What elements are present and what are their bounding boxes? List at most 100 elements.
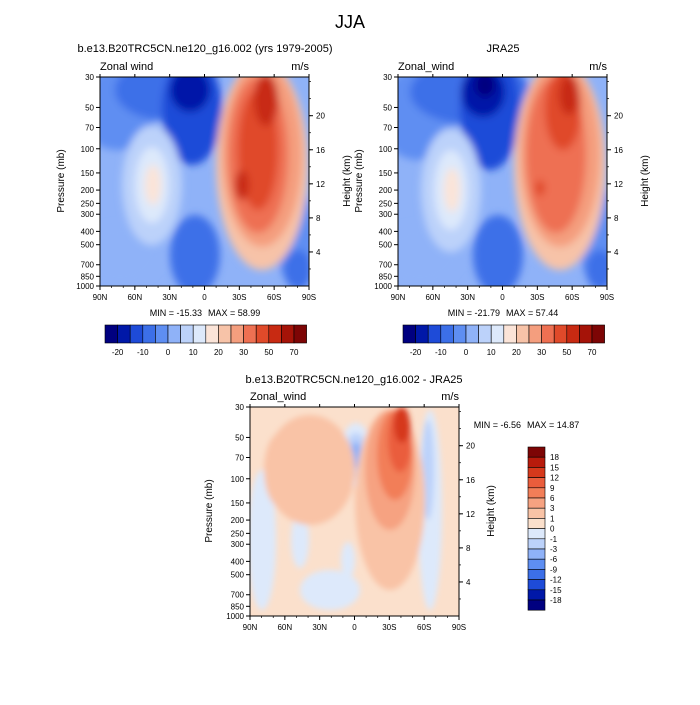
colorbar-label: -9 <box>550 565 558 574</box>
y-tick-label: 250 <box>379 199 393 208</box>
colorbar-swatch <box>293 324 307 344</box>
colorbar-label: -15 <box>550 586 562 595</box>
y2-tick-label: 20 <box>614 112 623 121</box>
x-tick-label: 30N <box>312 623 327 632</box>
colorbar-swatch <box>528 324 542 344</box>
colorbar-swatch <box>503 324 517 344</box>
colorbar-swatch <box>527 589 546 601</box>
x-tick-label: 90N <box>93 293 108 302</box>
colorbar-swatch <box>129 324 144 344</box>
colorbar-label: 1 <box>550 514 555 523</box>
panel-diff-min: MIN = -6.56 <box>474 420 521 430</box>
colorbar-swatch <box>527 548 546 560</box>
colorbar-label: -10 <box>435 348 447 357</box>
y-tick-label: 500 <box>231 571 245 580</box>
panel-diff-contour-field <box>250 407 459 616</box>
x-tick-label: 90N <box>243 623 258 632</box>
colorbar-label: 30 <box>537 348 546 357</box>
x-tick-label: 0 <box>500 293 505 302</box>
colorbar-swatch <box>566 324 580 344</box>
axes-obs: 90N 60N 30N 0 30S 60S 90S 30 50 70 100 150 200 250 300… <box>374 73 623 302</box>
colorbar-swatch <box>527 538 546 550</box>
colorbar-swatch <box>527 456 546 468</box>
x-tick-label: 30S <box>232 293 246 302</box>
colorbar-swatch <box>218 324 232 344</box>
x-tick-label: 30N <box>460 293 475 302</box>
colorbar-swatch <box>117 324 131 344</box>
x-tick-label: 0 <box>202 293 207 302</box>
colorbar-swatch <box>527 599 546 611</box>
y-tick-label: 150 <box>231 499 245 508</box>
y-tick-label: 850 <box>379 272 393 281</box>
panel-diff-max: MAX = 14.87 <box>527 420 579 430</box>
y2-tick-label: 8 <box>316 214 321 223</box>
colorbar-swatch <box>579 324 593 344</box>
panel-model-max: MAX = 58.99 <box>208 308 260 318</box>
colorbar-swatch <box>281 324 295 344</box>
panel-obs-ylabel: Pressure (mb) <box>354 149 365 212</box>
colorbar-label: -20 <box>112 348 124 357</box>
colorbar-swatch <box>415 324 429 344</box>
colorbar-label: 0 <box>550 525 555 534</box>
colorbar-label: 0 <box>166 348 171 357</box>
x-tick-label: 30S <box>382 623 396 632</box>
panel-obs-min: MIN = -21.79 <box>448 308 500 318</box>
colorbar-label: 15 <box>550 463 559 472</box>
x-tick-label: 60S <box>267 293 281 302</box>
colorbar-swatch <box>527 477 546 489</box>
colorbar-label: 9 <box>550 484 555 493</box>
y-tick-label: 100 <box>81 145 95 154</box>
y2-tick-label: 20 <box>316 112 325 121</box>
panel-diff-left-label: Zonal_wind <box>250 391 306 403</box>
colorbar-label: -10 <box>137 348 149 357</box>
y-tick-label: 400 <box>231 557 245 566</box>
y2-tick-label: 16 <box>316 146 325 155</box>
super-title: JJA <box>335 12 365 32</box>
y-tick-label: 300 <box>81 210 95 219</box>
y-tick-label: 700 <box>231 591 245 600</box>
colorbar-label: 20 <box>214 348 223 357</box>
colorbar-swatch <box>527 528 546 540</box>
colorbar-label: 50 <box>264 348 273 357</box>
colorbar-swatch <box>478 324 492 344</box>
colorbar-label: -18 <box>550 596 562 605</box>
y-tick-label: 50 <box>235 433 244 442</box>
y-tick-label: 400 <box>379 227 393 236</box>
colorbar-label: 30 <box>239 348 248 357</box>
colorbar-swatch <box>104 324 118 344</box>
colorbar-swatch <box>142 324 156 344</box>
panel-model-ylabel-right: Height (km) <box>342 155 353 207</box>
colorbar-swatch <box>527 518 546 529</box>
x-tick-label: 60N <box>127 293 142 302</box>
x-tick-label: 60S <box>565 293 579 302</box>
y-tick-label: 150 <box>379 169 393 178</box>
y-tick-label: 70 <box>383 124 392 133</box>
y-tick-label: 200 <box>379 186 393 195</box>
panel-model-ylabel: Pressure (mb) <box>56 149 67 212</box>
colorbar-label: -20 <box>410 348 422 357</box>
y-tick-label: 300 <box>379 210 393 219</box>
colorbar-swatch <box>402 324 416 344</box>
y-tick-label: 850 <box>231 602 245 611</box>
colorbar-label: 70 <box>290 348 299 357</box>
colorbar-swatch <box>591 324 605 344</box>
y-tick-label: 300 <box>231 540 245 549</box>
colorbar-swatch <box>192 324 207 344</box>
y-tick-label: 850 <box>81 272 95 281</box>
y-tick-label: 400 <box>81 227 95 236</box>
panel-model-min: MIN = -15.33 <box>150 308 202 318</box>
colorbar-swatch <box>527 558 546 570</box>
colorbar-swatch <box>180 324 194 344</box>
colorbar-swatch <box>527 497 546 509</box>
y-tick-label: 1000 <box>226 612 244 621</box>
colorbar-label: 18 <box>550 453 559 462</box>
colorbar-swatch <box>541 324 555 344</box>
panel-obs: JRA25 Zonal_wind m/s <box>354 43 651 318</box>
y2-tick-label: 12 <box>316 180 325 189</box>
colorbar-model: -20 -10 0 10 20 30 50 70 <box>104 324 307 357</box>
colorbar-label: 3 <box>550 504 555 513</box>
panel-diff-ylabel-right: Height (km) <box>486 485 497 537</box>
colorbar-label: 12 <box>550 474 559 483</box>
